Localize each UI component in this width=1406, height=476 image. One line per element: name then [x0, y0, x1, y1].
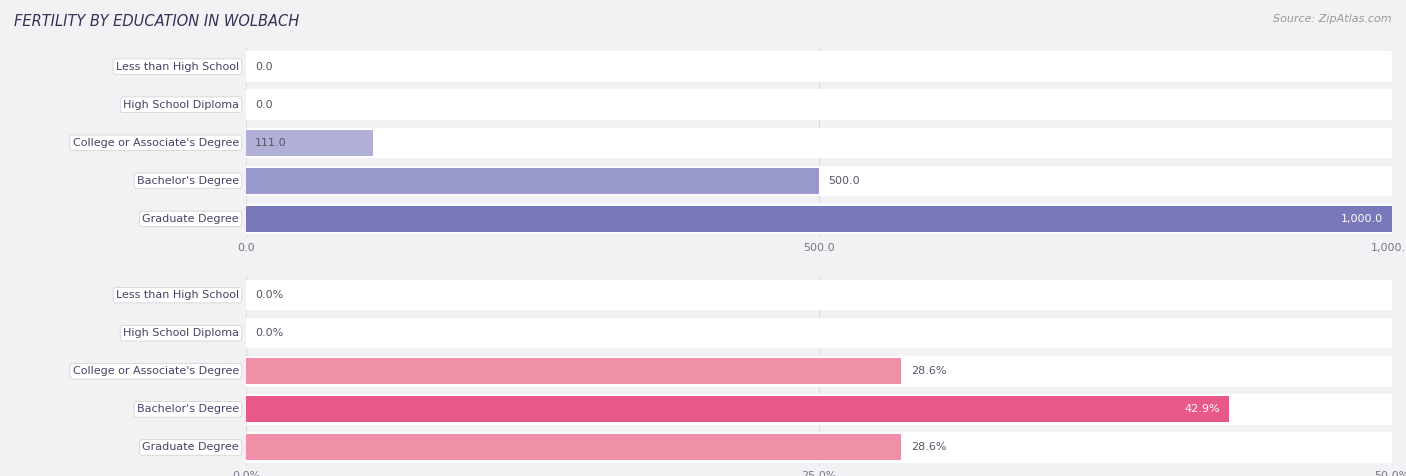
Bar — [246, 206, 1392, 232]
Text: 0.0%: 0.0% — [256, 290, 284, 300]
FancyBboxPatch shape — [246, 204, 1392, 234]
Bar — [246, 358, 901, 384]
FancyBboxPatch shape — [246, 166, 1392, 196]
Bar — [246, 435, 901, 460]
Text: High School Diploma: High School Diploma — [122, 99, 239, 110]
Text: 1,000.0: 1,000.0 — [1341, 214, 1382, 224]
Bar — [246, 168, 818, 194]
Text: 0.0: 0.0 — [256, 61, 273, 72]
FancyBboxPatch shape — [246, 128, 1392, 158]
Text: 500.0: 500.0 — [828, 176, 860, 186]
Text: Source: ZipAtlas.com: Source: ZipAtlas.com — [1274, 14, 1392, 24]
Text: Less than High School: Less than High School — [115, 61, 239, 72]
Text: 42.9%: 42.9% — [1184, 404, 1220, 415]
FancyBboxPatch shape — [246, 318, 1392, 348]
FancyBboxPatch shape — [246, 51, 1392, 82]
Text: High School Diploma: High School Diploma — [122, 328, 239, 338]
Text: 111.0: 111.0 — [256, 138, 287, 148]
Text: 0.0%: 0.0% — [256, 328, 284, 338]
Text: Graduate Degree: Graduate Degree — [142, 214, 239, 224]
Text: Graduate Degree: Graduate Degree — [142, 442, 239, 453]
FancyBboxPatch shape — [246, 356, 1392, 387]
Text: Bachelor's Degree: Bachelor's Degree — [136, 404, 239, 415]
Text: 28.6%: 28.6% — [911, 442, 946, 453]
Bar — [246, 397, 1229, 422]
Text: Less than High School: Less than High School — [115, 290, 239, 300]
FancyBboxPatch shape — [246, 89, 1392, 120]
FancyBboxPatch shape — [246, 394, 1392, 425]
Text: FERTILITY BY EDUCATION IN WOLBACH: FERTILITY BY EDUCATION IN WOLBACH — [14, 14, 299, 30]
Text: 28.6%: 28.6% — [911, 366, 946, 377]
FancyBboxPatch shape — [246, 280, 1392, 310]
Text: College or Associate's Degree: College or Associate's Degree — [73, 366, 239, 377]
Text: 0.0: 0.0 — [256, 99, 273, 110]
Bar — [246, 130, 373, 156]
Text: College or Associate's Degree: College or Associate's Degree — [73, 138, 239, 148]
Text: Bachelor's Degree: Bachelor's Degree — [136, 176, 239, 186]
FancyBboxPatch shape — [246, 432, 1392, 463]
